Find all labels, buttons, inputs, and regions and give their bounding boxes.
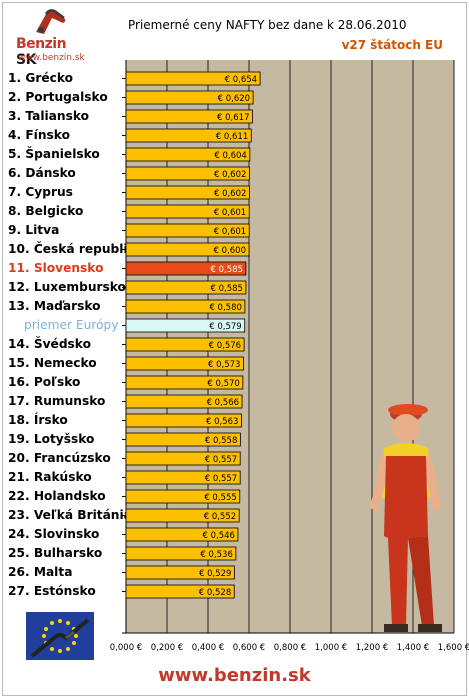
category-label: 22. Holandsko	[8, 489, 106, 503]
data-label: € 0,579	[209, 322, 241, 332]
footer-url: www.benzin.sk	[158, 665, 311, 686]
data-label: € 0,600	[214, 246, 246, 256]
data-label: € 0,580	[209, 303, 241, 313]
x-tick-label: 0,600 €	[233, 643, 265, 653]
category-label: 11. Slovensko	[8, 261, 104, 275]
category-label: 21. Rakúsko	[8, 470, 92, 484]
category-label: 17. Rumunsko	[8, 394, 106, 408]
data-label: € 0,604	[214, 151, 246, 161]
category-label: 8. Belgicko	[8, 204, 84, 218]
category-label: 12. Luxembursko	[8, 280, 126, 294]
category-label: 4. Fínsko	[8, 128, 70, 142]
category-label: 9. Litva	[8, 223, 60, 237]
category-label: 14. Švédsko	[8, 337, 91, 351]
category-label: 20. Francúzsko	[8, 451, 111, 465]
category-label: 23. Veľká Británia	[8, 508, 132, 522]
data-label: € 0,552	[204, 512, 236, 522]
data-label: € 0,611	[216, 132, 248, 142]
category-label: 10. Česká republika	[8, 242, 144, 256]
x-tick-label: 1,200 €	[356, 643, 388, 653]
data-label: € 0,546	[202, 531, 234, 541]
logo-name: Benzin SK	[16, 36, 67, 68]
eu-flag-icon	[26, 612, 94, 660]
category-label: 1. Grécko	[8, 71, 74, 85]
category-label: 7. Cyprus	[8, 185, 73, 199]
data-label: € 0,536	[200, 550, 232, 560]
data-label: € 0,558	[205, 436, 237, 446]
category-label: 25. Bulharsko	[8, 546, 103, 560]
category-label: 18. Írsko	[8, 413, 68, 427]
data-label: € 0,570	[207, 379, 239, 389]
data-label: € 0,585	[210, 265, 242, 275]
data-label: € 0,654	[225, 75, 257, 85]
data-label: € 0,557	[205, 455, 237, 465]
data-label: € 0,573	[208, 360, 240, 370]
category-label: 16. Poľsko	[8, 375, 81, 389]
fuel-nozzle-icon	[36, 9, 66, 34]
data-label: € 0,601	[214, 208, 246, 218]
data-label: € 0,563	[206, 417, 238, 427]
category-label: 26. Malta	[8, 565, 73, 579]
data-label: € 0,529	[199, 569, 231, 579]
category-label: priemer Európy	[24, 318, 119, 332]
mechanic-mascot-icon	[370, 404, 442, 632]
data-label: € 0,602	[214, 189, 246, 199]
category-label: 6. Dánsko	[8, 166, 76, 180]
x-tick-label: 0,000 €	[110, 643, 142, 653]
data-label: € 0,601	[214, 227, 246, 237]
data-label: € 0,620	[218, 94, 250, 104]
category-label: 24. Slovinsko	[8, 527, 100, 541]
category-label: 13. Maďarsko	[8, 299, 101, 313]
data-label: € 0,617	[217, 113, 249, 123]
data-label: € 0,566	[207, 398, 239, 408]
data-label: € 0,576	[209, 341, 241, 351]
data-label: € 0,555	[204, 493, 236, 503]
category-label: 19. Lotyšsko	[8, 432, 95, 446]
category-label: 3. Taliansko	[8, 109, 89, 123]
category-label: 15. Nemecko	[8, 356, 97, 370]
x-tick-label: 1,600 €	[438, 643, 469, 653]
benzin-logo: Benzin SK www.benzin.sk	[10, 8, 90, 68]
category-label: 2. Portugalsko	[8, 90, 108, 104]
chart-subtitle: v27 štátoch EU	[341, 38, 443, 52]
chart-title: Priemerné ceny NAFTY bez dane k 28.06.20…	[128, 18, 407, 32]
x-tick-label: 0,400 €	[192, 643, 224, 653]
x-tick-label: 1,400 €	[397, 643, 429, 653]
logo-url: www.benzin.sk	[18, 53, 85, 63]
x-tick-label: 0,200 €	[151, 643, 183, 653]
category-label: 5. Španielsko	[8, 147, 100, 161]
x-tick-label: 0,800 €	[274, 643, 306, 653]
data-label: € 0,585	[210, 284, 242, 294]
data-label: € 0,602	[214, 170, 246, 180]
category-label: 27. Estónsko	[8, 584, 96, 598]
x-tick-label: 1,000 €	[315, 643, 347, 653]
data-label: € 0,528	[199, 588, 231, 598]
data-label: € 0,557	[205, 474, 237, 484]
